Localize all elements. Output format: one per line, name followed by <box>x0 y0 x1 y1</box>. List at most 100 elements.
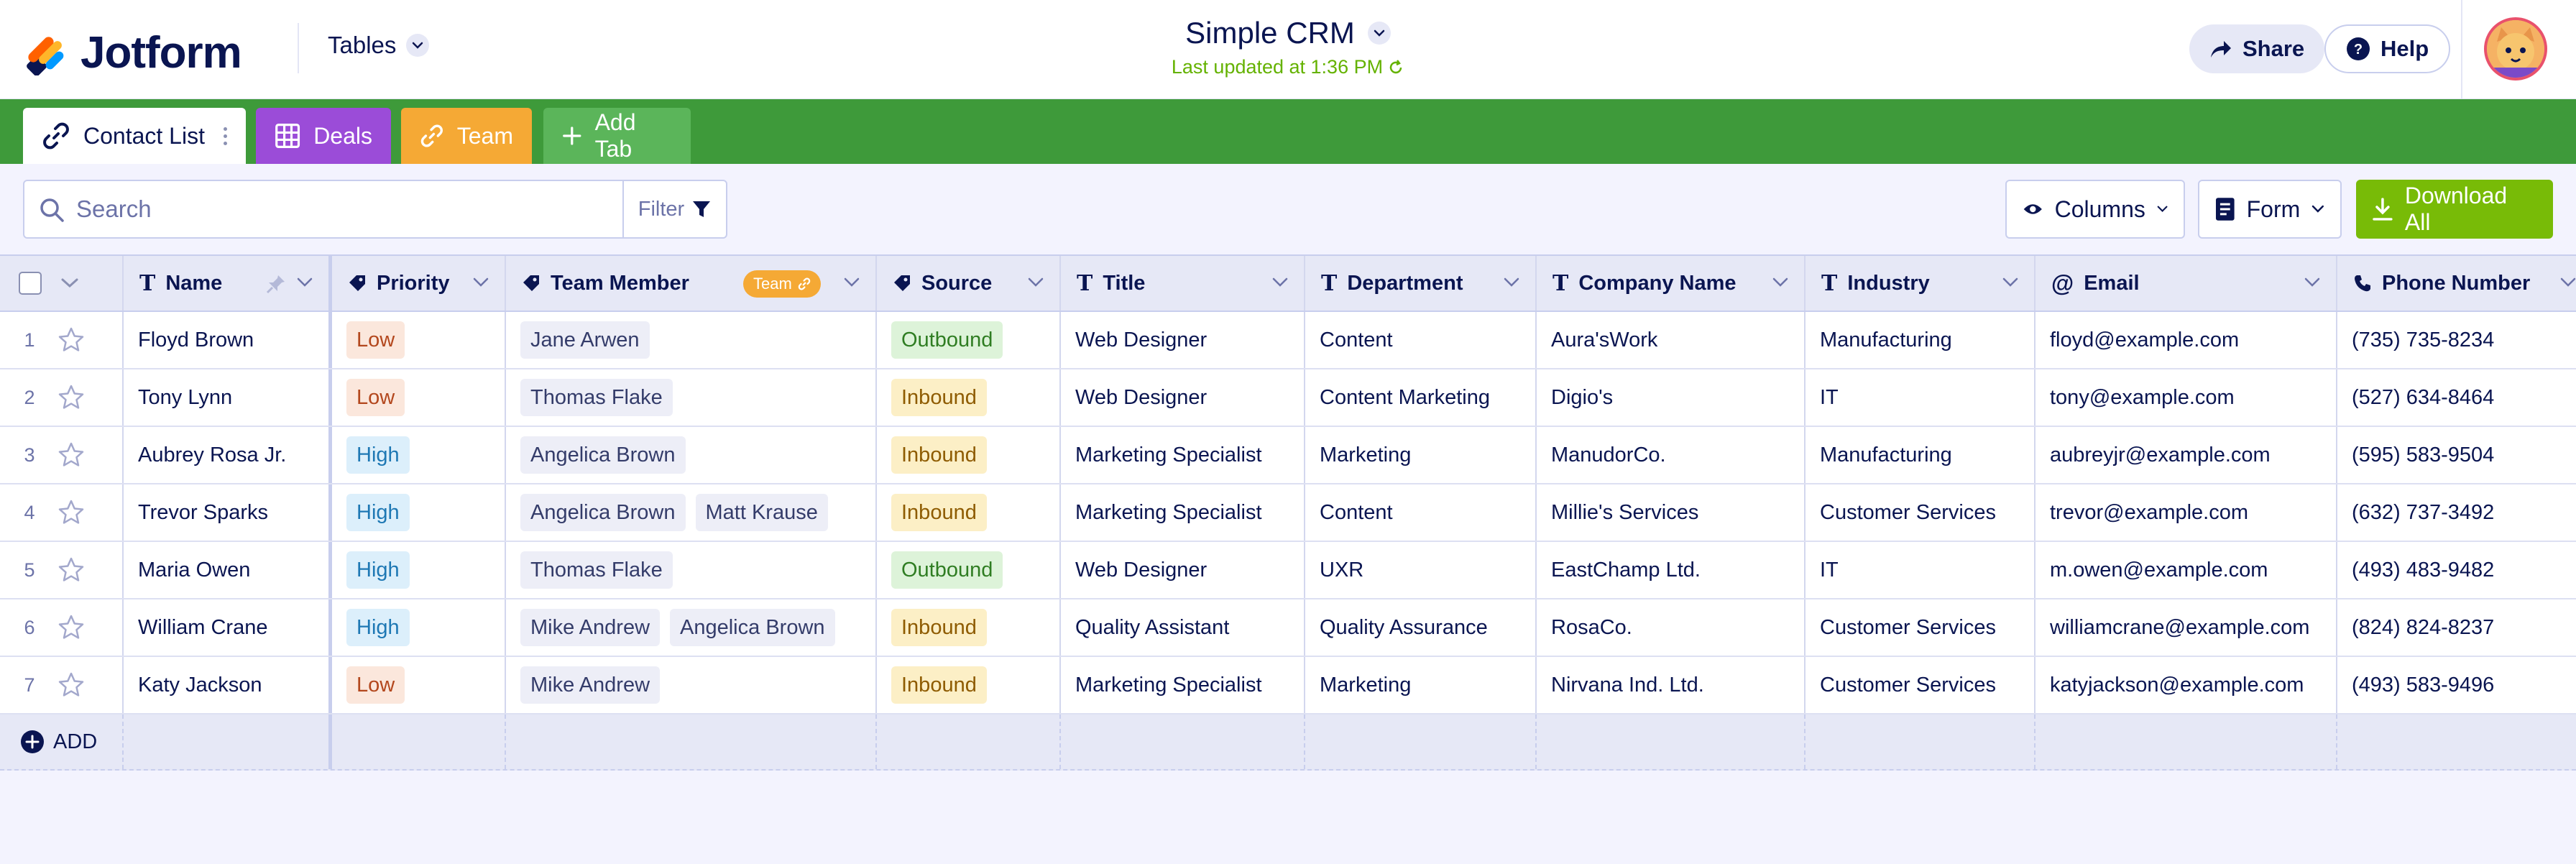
search-input[interactable] <box>24 181 621 237</box>
chevron-down-icon[interactable] <box>473 277 489 288</box>
industry-cell[interactable]: Customer Services <box>1806 657 2036 713</box>
tab-deals[interactable]: Deals <box>256 108 391 164</box>
priority-cell[interactable]: Low <box>332 657 506 713</box>
chevron-down-icon[interactable] <box>2002 277 2018 288</box>
star-icon[interactable] <box>58 384 85 411</box>
column-header-title[interactable]: T Title <box>1061 256 1305 311</box>
column-header-department[interactable]: T Department <box>1305 256 1537 311</box>
source-cell[interactable]: Inbound <box>877 427 1061 483</box>
title-cell[interactable]: Quality Assistant <box>1061 599 1305 656</box>
department-cell[interactable]: Quality Assurance <box>1305 599 1537 656</box>
department-cell[interactable]: Content <box>1305 484 1537 541</box>
team-member-chip[interactable]: Mike Andrew <box>520 666 661 704</box>
linked-table-badge[interactable]: Team <box>743 270 821 298</box>
email-cell[interactable]: floyd@example.com <box>2036 312 2337 368</box>
name-cell[interactable]: Tony Lynn <box>124 369 332 426</box>
filter-button[interactable]: Filter <box>622 181 726 237</box>
industry-cell[interactable]: Manufacturing <box>1806 312 2036 368</box>
team-member-chip[interactable]: Thomas Flake <box>520 551 673 589</box>
department-cell[interactable]: Content Marketing <box>1305 369 1537 426</box>
industry-cell[interactable]: Customer Services <box>1806 599 2036 656</box>
chevron-down-icon[interactable] <box>297 277 313 288</box>
column-header-phone-number[interactable]: Phone Number <box>2337 256 2576 311</box>
name-cell[interactable]: William Crane <box>124 599 332 656</box>
add-row-button[interactable]: ADD <box>0 714 124 769</box>
columns-button[interactable]: Columns <box>2005 180 2185 239</box>
source-cell[interactable]: Inbound <box>877 484 1061 541</box>
team-member-chip[interactable]: Angelica Brown <box>670 609 835 646</box>
priority-cell[interactable]: High <box>332 599 506 656</box>
priority-cell[interactable]: Low <box>332 312 506 368</box>
team-member-cell[interactable]: Mike Andrew <box>506 657 877 713</box>
star-icon[interactable] <box>58 499 85 526</box>
download-all-button[interactable]: Download All <box>2356 180 2553 239</box>
share-button[interactable]: Share <box>2189 24 2325 73</box>
phone-number-cell[interactable]: (527) 634-8464 <box>2337 369 2576 426</box>
column-header-company-name[interactable]: T Company Name <box>1537 256 1806 311</box>
more-options-icon[interactable] <box>224 127 227 145</box>
team-member-chip[interactable]: Jane Arwen <box>520 321 650 359</box>
name-cell[interactable]: Aubrey Rosa Jr. <box>124 427 332 483</box>
priority-cell[interactable]: High <box>332 427 506 483</box>
chevron-down-icon[interactable] <box>844 277 860 288</box>
title-cell[interactable]: Marketing Specialist <box>1061 657 1305 713</box>
industry-cell[interactable]: Manufacturing <box>1806 427 2036 483</box>
chevron-down-icon[interactable] <box>2560 277 2576 288</box>
star-icon[interactable] <box>58 614 85 641</box>
email-cell[interactable]: trevor@example.com <box>2036 484 2337 541</box>
column-header-source[interactable]: Source <box>877 256 1061 311</box>
title-cell[interactable]: Marketing Specialist <box>1061 427 1305 483</box>
industry-cell[interactable]: IT <box>1806 542 2036 598</box>
company-name-cell[interactable]: RosaCo. <box>1537 599 1806 656</box>
email-cell[interactable]: m.owen@example.com <box>2036 542 2337 598</box>
star-icon[interactable] <box>58 326 85 354</box>
phone-number-cell[interactable]: (595) 583-9504 <box>2337 427 2576 483</box>
team-member-chip[interactable]: Angelica Brown <box>520 494 686 531</box>
title-cell[interactable]: Web Designer <box>1061 369 1305 426</box>
company-name-cell[interactable]: Millie's Services <box>1537 484 1806 541</box>
email-cell[interactable]: katyjackson@example.com <box>2036 657 2337 713</box>
department-cell[interactable]: Marketing <box>1305 657 1537 713</box>
phone-number-cell[interactable]: (735) 735-8234 <box>2337 312 2576 368</box>
source-cell[interactable]: Inbound <box>877 599 1061 656</box>
name-cell[interactable]: Katy Jackson <box>124 657 332 713</box>
title-cell[interactable]: Web Designer <box>1061 312 1305 368</box>
company-name-cell[interactable]: ManudorCo. <box>1537 427 1806 483</box>
pin-icon[interactable] <box>265 273 287 295</box>
star-icon[interactable] <box>58 671 85 699</box>
help-button[interactable]: ? Help <box>2324 24 2451 73</box>
email-cell[interactable]: tony@example.com <box>2036 369 2337 426</box>
priority-cell[interactable]: High <box>332 484 506 541</box>
phone-number-cell[interactable]: (493) 483-9482 <box>2337 542 2576 598</box>
industry-cell[interactable]: IT <box>1806 369 2036 426</box>
name-cell[interactable]: Floyd Brown <box>124 312 332 368</box>
team-member-cell[interactable]: Jane Arwen <box>506 312 877 368</box>
department-cell[interactable]: Content <box>1305 312 1537 368</box>
team-member-chip[interactable]: Thomas Flake <box>520 379 673 416</box>
company-name-cell[interactable]: Nirvana Ind. Ltd. <box>1537 657 1806 713</box>
team-member-chip[interactable]: Angelica Brown <box>520 436 686 474</box>
team-member-cell[interactable]: Angelica Brown Matt Krause <box>506 484 877 541</box>
company-name-cell[interactable]: Digio's <box>1537 369 1806 426</box>
team-member-cell[interactable]: Angelica Brown <box>506 427 877 483</box>
email-cell[interactable]: williamcrane@example.com <box>2036 599 2337 656</box>
phone-number-cell[interactable]: (632) 737-3492 <box>2337 484 2576 541</box>
source-cell[interactable]: Inbound <box>877 369 1061 426</box>
add-tab-button[interactable]: Add Tab <box>543 108 691 164</box>
document-title[interactable]: Simple CRM <box>1185 16 1391 50</box>
team-member-cell[interactable]: Thomas Flake <box>506 369 877 426</box>
team-member-cell[interactable]: Thomas Flake <box>506 542 877 598</box>
column-header-name[interactable]: T Name <box>124 256 332 311</box>
chevron-down-icon[interactable] <box>1272 277 1288 288</box>
chevron-down-icon[interactable] <box>60 277 79 289</box>
team-member-cell[interactable]: Mike Andrew Angelica Brown <box>506 599 877 656</box>
source-cell[interactable]: Outbound <box>877 312 1061 368</box>
title-cell[interactable]: Web Designer <box>1061 542 1305 598</box>
name-cell[interactable]: Maria Owen <box>124 542 332 598</box>
chevron-down-icon[interactable] <box>1028 277 1044 288</box>
department-cell[interactable]: UXR <box>1305 542 1537 598</box>
email-cell[interactable]: aubreyjr@example.com <box>2036 427 2337 483</box>
company-name-cell[interactable]: Aura'sWork <box>1537 312 1806 368</box>
department-cell[interactable]: Marketing <box>1305 427 1537 483</box>
source-cell[interactable]: Inbound <box>877 657 1061 713</box>
